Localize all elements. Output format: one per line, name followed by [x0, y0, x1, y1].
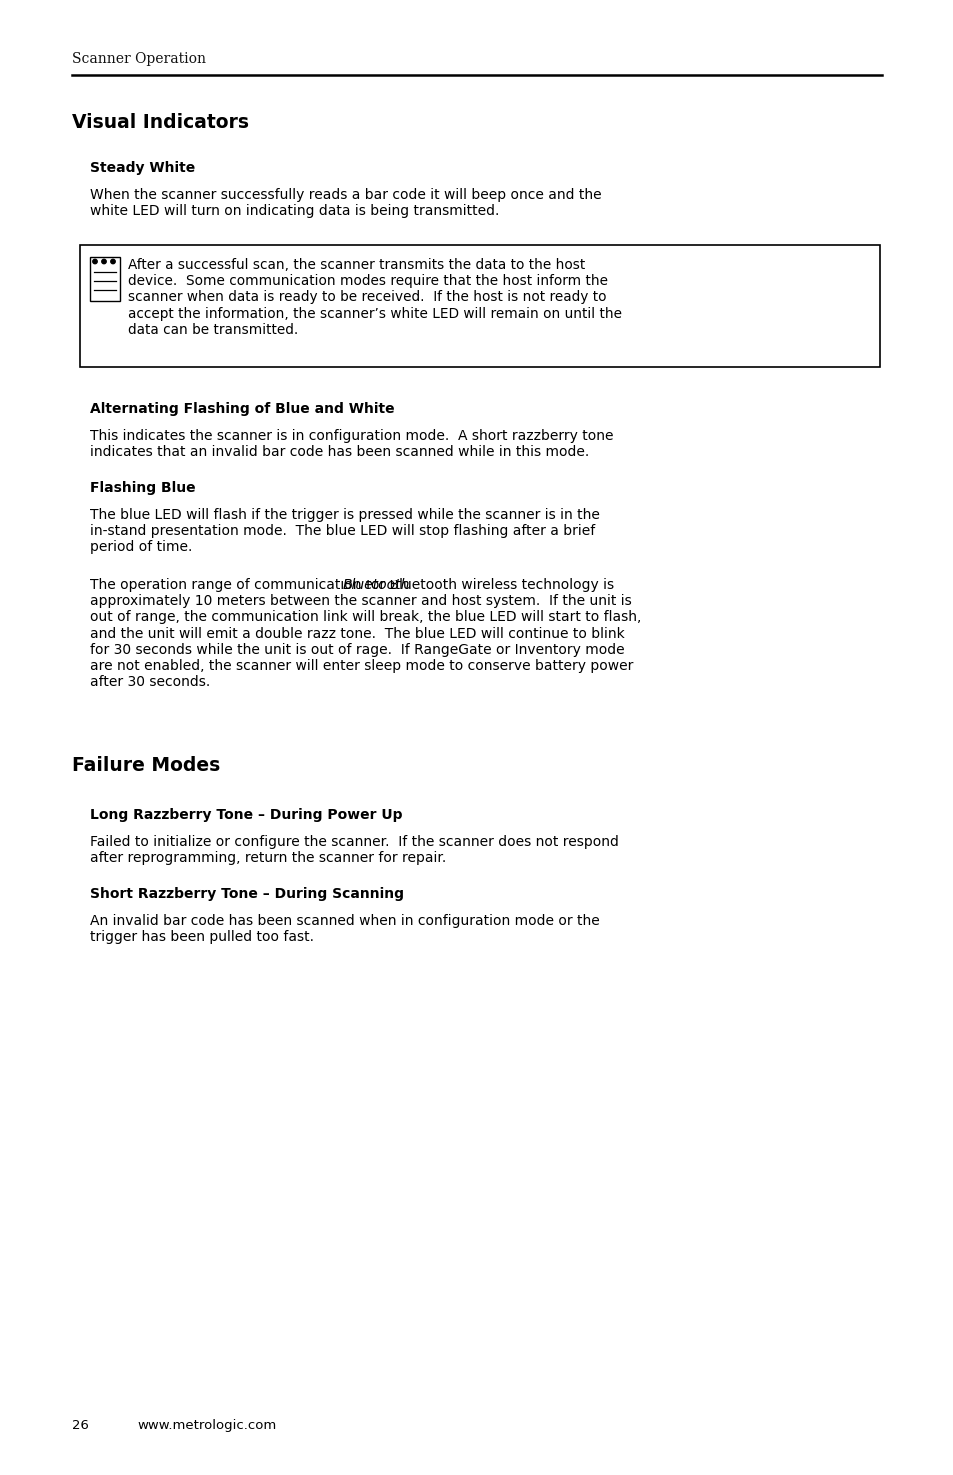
Text: Alternating Flashing of Blue and White: Alternating Flashing of Blue and White	[90, 403, 395, 416]
Text: This indicates the scanner is in configuration mode.  A short razzberry tone
ind: This indicates the scanner is in configu…	[90, 429, 613, 459]
Bar	[341, 562, 399, 580]
Text: When the scanner successfully reads a bar code it will beep once and the
white L: When the scanner successfully reads a ba…	[90, 187, 601, 218]
Text: Steady White: Steady White	[90, 161, 195, 176]
Text: The operation range of communication for Bluetooth wireless technology is
approx: The operation range of communication for…	[90, 578, 640, 689]
Text: Failure Modes: Failure Modes	[71, 757, 220, 774]
Text: An invalid bar code has been scanned when in configuration mode or the
trigger h: An invalid bar code has been scanned whe…	[90, 914, 599, 944]
Text: The blue LED will flash if the trigger is pressed while the scanner is in the
in: The blue LED will flash if the trigger i…	[90, 507, 599, 555]
Circle shape	[92, 260, 97, 264]
Text: Flashing Blue: Flashing Blue	[90, 481, 195, 496]
Text: Failed to initialize or configure the scanner.  If the scanner does not respond
: Failed to initialize or configure the sc…	[90, 835, 618, 866]
Text: www.metrologic.com: www.metrologic.com	[137, 1419, 276, 1432]
Text: Long Razzberry Tone – During Power Up: Long Razzberry Tone – During Power Up	[90, 808, 402, 822]
Circle shape	[102, 260, 106, 264]
Text: Bluetooth: Bluetooth	[342, 578, 409, 591]
Text: Visual Indicators: Visual Indicators	[71, 114, 249, 131]
Text: Short Razzberry Tone – During Scanning: Short Razzberry Tone – During Scanning	[90, 886, 403, 901]
Bar	[90, 257, 120, 301]
Text: After a successful scan, the scanner transmits the data to the host
device.  Som: After a successful scan, the scanner tra…	[128, 258, 621, 336]
Text: 26: 26	[71, 1419, 89, 1432]
Circle shape	[111, 260, 115, 264]
Text: Scanner Operation: Scanner Operation	[71, 52, 206, 66]
Bar	[80, 245, 879, 367]
